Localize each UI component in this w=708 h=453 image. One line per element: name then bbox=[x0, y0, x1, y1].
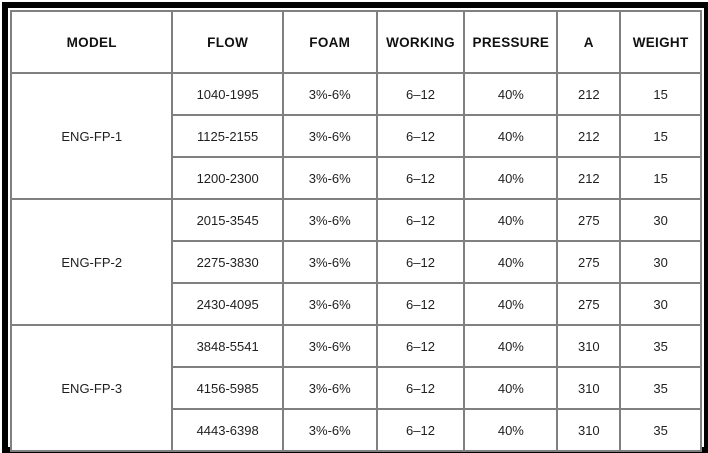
cell-a: 310 bbox=[556, 324, 622, 368]
cell-foam: 3%-6% bbox=[281, 156, 378, 200]
header-weight: WEIGHT bbox=[619, 10, 702, 74]
cell-foam: 3%-6% bbox=[281, 366, 378, 410]
cell-flow: 1200-2300 bbox=[171, 156, 284, 200]
cell-foam: 3%-6% bbox=[281, 198, 378, 242]
cell-pressure: 40% bbox=[463, 408, 559, 452]
cell-working: 6–12 bbox=[375, 72, 466, 116]
cell-model: ENG-FP-2 bbox=[9, 198, 174, 326]
cell-model: ENG-FP-1 bbox=[9, 72, 174, 200]
cell-a: 212 bbox=[556, 114, 622, 158]
cell-working: 6–12 bbox=[375, 114, 466, 158]
table-row: 4156-5985 3%-6% 6–12 40% 310 35 bbox=[11, 366, 702, 410]
cell-foam: 3%-6% bbox=[281, 240, 378, 284]
cell-pressure: 40% bbox=[463, 240, 559, 284]
cell-a: 310 bbox=[556, 408, 622, 452]
header-model: MODEL bbox=[9, 10, 174, 74]
cell-a: 212 bbox=[556, 156, 622, 200]
cell-pressure: 40% bbox=[463, 198, 559, 242]
cell-flow: 2275-3830 bbox=[171, 240, 284, 284]
cell-weight: 30 bbox=[619, 240, 702, 284]
cell-flow: 4156-5985 bbox=[171, 366, 284, 410]
header-pressure: PRESSURE bbox=[463, 10, 559, 74]
table-row: ENG-FP-3 3848-5541 3%-6% 6–12 40% 310 35 bbox=[9, 324, 702, 452]
table-row: 4443-6398 3%-6% 6–12 40% 310 35 bbox=[11, 408, 702, 452]
cell-weight: 35 bbox=[619, 366, 702, 410]
cell-working: 6–12 bbox=[375, 408, 466, 452]
cell-weight: 30 bbox=[619, 198, 702, 242]
header-row: MODEL FLOW FOAM WORKING PRESSURE A WEIGH… bbox=[9, 10, 702, 74]
cell-pressure: 40% bbox=[463, 114, 559, 158]
cell-working: 6–12 bbox=[375, 282, 466, 326]
table-row: ENG-FP-2 2015-3545 3%-6% 6–12 40% 275 30 bbox=[9, 198, 702, 326]
header-foam: FOAM bbox=[281, 10, 378, 74]
header-flow: FLOW bbox=[171, 10, 284, 74]
cell-pressure: 40% bbox=[463, 324, 559, 368]
cell-working: 6–12 bbox=[375, 324, 466, 368]
cell-working: 6–12 bbox=[375, 366, 466, 410]
cell-a: 212 bbox=[556, 72, 622, 116]
cell-pressure: 40% bbox=[463, 156, 559, 200]
cell-weight: 15 bbox=[619, 72, 702, 116]
cell-a: 310 bbox=[556, 366, 622, 410]
cell-flow: 2430-4095 bbox=[171, 282, 284, 326]
cell-weight: 15 bbox=[619, 156, 702, 200]
cell-foam: 3%-6% bbox=[281, 282, 378, 326]
cell-weight: 35 bbox=[619, 324, 702, 368]
cell-pressure: 40% bbox=[463, 72, 559, 116]
table-row: 2430-4095 3%-6% 6–12 40% 275 30 bbox=[11, 282, 702, 326]
spec-table: MODEL FLOW FOAM WORKING PRESSURE A WEIGH… bbox=[9, 10, 702, 452]
cell-weight: 35 bbox=[619, 408, 702, 452]
cell-foam: 3%-6% bbox=[281, 324, 378, 368]
cell-foam: 3%-6% bbox=[281, 114, 378, 158]
cell-foam: 3%-6% bbox=[281, 408, 378, 452]
cell-flow: 3848-5541 bbox=[171, 324, 284, 368]
cell-foam: 3%-6% bbox=[281, 72, 378, 116]
cell-working: 6–12 bbox=[375, 198, 466, 242]
cell-weight: 30 bbox=[619, 282, 702, 326]
header-working: WORKING bbox=[375, 10, 466, 74]
table-row: 1125-2155 3%-6% 6–12 40% 212 15 bbox=[11, 114, 702, 158]
cell-model: ENG-FP-3 bbox=[9, 324, 174, 452]
cell-a: 275 bbox=[556, 240, 622, 284]
table-row: 1200-2300 3%-6% 6–12 40% 212 15 bbox=[11, 156, 702, 200]
cell-flow: 1040-1995 bbox=[171, 72, 284, 116]
cell-working: 6–12 bbox=[375, 240, 466, 284]
table-row: 2275-3830 3%-6% 6–12 40% 275 30 bbox=[11, 240, 702, 284]
cell-weight: 15 bbox=[619, 114, 702, 158]
cell-working: 6–12 bbox=[375, 156, 466, 200]
cell-flow: 2015-3545 bbox=[171, 198, 284, 242]
header-a: A bbox=[556, 10, 622, 74]
cell-a: 275 bbox=[556, 282, 622, 326]
cell-a: 275 bbox=[556, 198, 622, 242]
cell-flow: 1125-2155 bbox=[171, 114, 284, 158]
table-row: ENG-FP-1 1040-1995 3%-6% 6–12 40% 212 15 bbox=[9, 72, 702, 200]
cell-pressure: 40% bbox=[463, 366, 559, 410]
cell-pressure: 40% bbox=[463, 282, 559, 326]
cell-flow: 4443-6398 bbox=[171, 408, 284, 452]
